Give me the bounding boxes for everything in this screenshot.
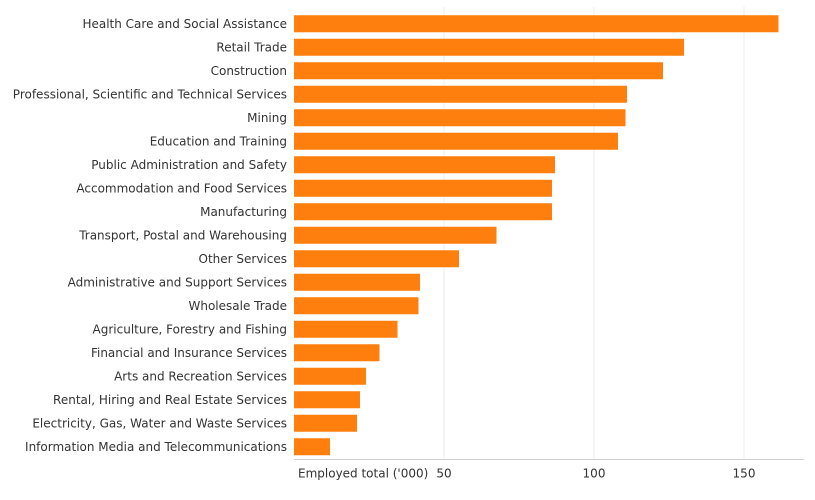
bar	[294, 250, 459, 268]
category-label: Administrative and Support Services	[68, 275, 287, 289]
category-label: Manufacturing	[200, 205, 287, 219]
category-label: Construction	[211, 64, 287, 78]
category-label: Wholesale Trade	[188, 299, 287, 313]
bar	[294, 203, 552, 221]
x-axis-title: Employed total ('000)	[298, 467, 428, 481]
bar	[294, 156, 555, 174]
bar	[294, 85, 627, 103]
category-label: Agriculture, Forestry and Fishing	[93, 322, 287, 336]
category-label: Accommodation and Food Services	[76, 181, 287, 195]
category-label: Arts and Recreation Services	[114, 369, 287, 383]
category-label: Health Care and Social Assistance	[82, 17, 287, 31]
bar	[294, 109, 626, 127]
bar	[294, 438, 330, 456]
category-label: Professional, Scientific and Technical S…	[13, 87, 287, 101]
category-label: Information Media and Telecommunications	[25, 440, 287, 454]
bar	[294, 226, 497, 244]
bar	[294, 320, 398, 338]
bar	[294, 38, 684, 56]
category-label: Rental, Hiring and Real Estate Services	[53, 393, 287, 407]
category-label: Mining	[247, 111, 287, 125]
category-label: Transport, Postal and Warehousing	[78, 228, 287, 242]
bar	[294, 367, 366, 385]
bar	[294, 414, 357, 432]
x-tick-label: 150	[733, 467, 756, 481]
bar	[294, 132, 618, 150]
category-label: Education and Training	[150, 134, 287, 148]
bar	[294, 273, 420, 291]
bar	[294, 179, 552, 197]
category-label: Retail Trade	[216, 40, 287, 54]
x-tick-label: 50	[436, 467, 451, 481]
bar	[294, 62, 663, 80]
category-label: Electricity, Gas, Water and Waste Servic…	[32, 416, 287, 430]
x-axis-ticks: 50 100 150	[436, 467, 755, 481]
category-label: Other Services	[199, 252, 288, 266]
x-tick-label: 100	[583, 467, 606, 481]
category-label: Public Administration and Safety	[91, 158, 287, 172]
category-labels: Health Care and Social Assistance Retail …	[13, 17, 287, 454]
bar	[294, 391, 360, 409]
bar	[294, 344, 380, 362]
bar	[294, 297, 419, 315]
bar	[294, 15, 779, 33]
bars	[294, 15, 779, 456]
category-label: Financial and Insurance Services	[91, 346, 287, 360]
